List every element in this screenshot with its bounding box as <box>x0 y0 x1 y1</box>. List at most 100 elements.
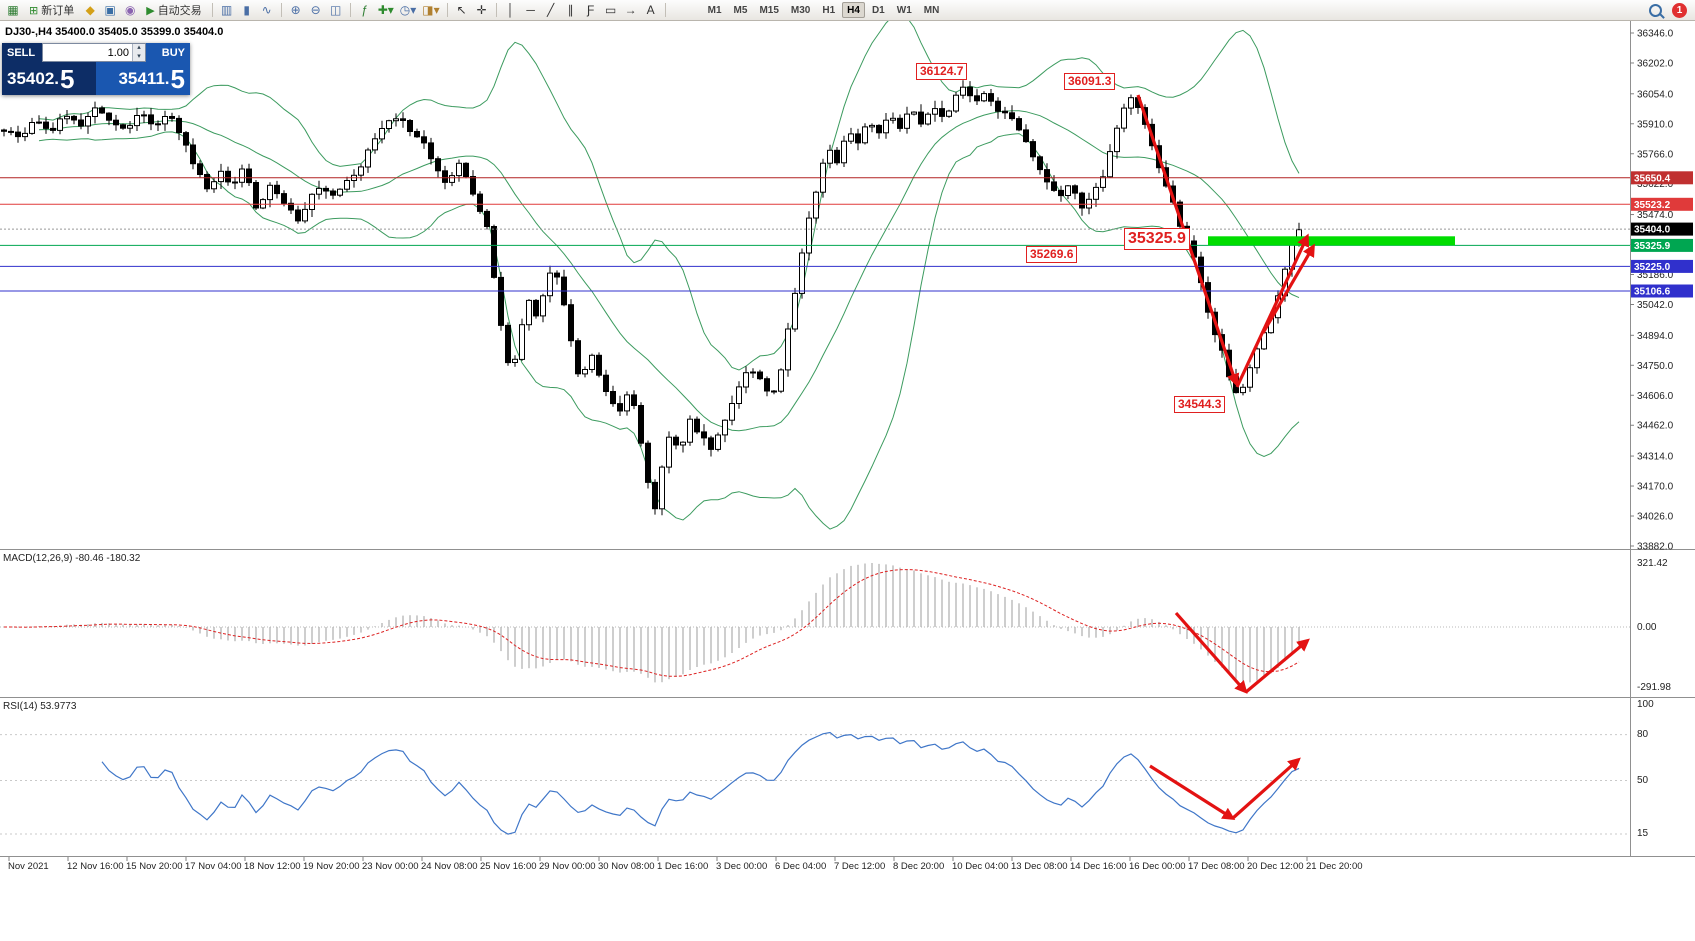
tile-windows-icon[interactable]: ◫ <box>330 3 342 17</box>
trend-arrow[interactable] <box>1174 611 1248 694</box>
timeframe-d1[interactable]: D1 <box>871 5 885 16</box>
buy-price-button[interactable]: 35411. 5 <box>96 62 190 95</box>
toolbar-sep <box>495 3 497 17</box>
time-tick-label: 19 Nov 20:00 <box>303 861 360 872</box>
trend-arrow[interactable] <box>1244 638 1310 694</box>
toolbar: ▦ ⊞ 新订单 ◆ ▣ ◉ ▶ 自动交易 ▥ ▮ ∿ ⊕ ⊖ ◫ ƒ ✚▾ ◷▾ ◨▾ ↖ ✛ │ ─ ╱ ∥ Ƒ ▭ → A M1 M5… <box>0 0 1695 21</box>
add-indicator-icon[interactable]: ✚▾ <box>377 3 394 17</box>
one-click-trading-panel: SELL ▴ ▾ BUY 35402.5 35411.5 <box>2 43 190 95</box>
new-chart-icon[interactable]: ▦ <box>7 3 19 17</box>
macd-histogram <box>10 563 1300 683</box>
price-tick-label: 34606.0 <box>1637 391 1674 402</box>
zoom-in-icon[interactable]: ⊕ <box>290 3 301 17</box>
price-tick-label: 34314.0 <box>1637 452 1674 463</box>
trend-arrow[interactable] <box>1149 764 1236 821</box>
trendline-icon[interactable]: ╱ <box>547 3 555 17</box>
timeframe-m5[interactable]: M5 <box>733 5 748 16</box>
price-badge-text: 35650.4 <box>1634 173 1671 184</box>
data-window-icon[interactable]: ◉ <box>124 3 136 17</box>
rsi-scale-label: 80 <box>1637 729 1649 740</box>
market-watch-icon[interactable]: ▣ <box>104 3 116 17</box>
timeframe-mn[interactable]: MN <box>923 5 940 16</box>
sell-price-big-digit: 5 <box>60 63 75 94</box>
bollinger-band <box>38 131 1300 530</box>
time-tick-label: 21 Dec 20:00 <box>1306 861 1363 872</box>
toolbar-sep <box>349 3 351 17</box>
price-badges: 35650.4 35523.2 35325.9 35225.0 35106.6 35404… <box>1631 171 1693 298</box>
rsi-scale-label: 50 <box>1637 775 1649 786</box>
macd-scale-label: 0.00 <box>1637 622 1657 633</box>
toolbar-sep <box>211 3 213 17</box>
trend-arrow[interactable] <box>1231 757 1301 820</box>
auto-trading-button[interactable]: ▶ 自动交易 <box>141 2 206 19</box>
zoom-out-icon[interactable]: ⊖ <box>310 3 321 17</box>
volume-down-button[interactable]: ▾ <box>133 52 145 61</box>
price-tick-label: 34750.0 <box>1637 361 1674 372</box>
timeframe-w1[interactable]: W1 <box>896 5 912 16</box>
time-tick-label: 13 Dec 08:00 <box>1011 861 1068 872</box>
line-chart-icon[interactable]: ∿ <box>261 3 272 17</box>
price-badge-text: 35325.9 <box>1634 241 1671 252</box>
horizontal-line-icon[interactable]: ─ <box>526 3 535 17</box>
sell-price-button[interactable]: 35402. 5 <box>2 62 96 95</box>
price-badge-text: 35225.0 <box>1634 262 1671 273</box>
price-tick-label: 35622.0 <box>1637 179 1674 190</box>
time-tick-label: 20 Dec 12:00 <box>1247 861 1304 872</box>
candlestick-chart-icon[interactable]: ▮ <box>243 3 250 17</box>
search-icon[interactable] <box>1649 3 1662 17</box>
time-tick-label: 14 Dec 16:00 <box>1070 861 1127 872</box>
price-tick-label: 35474.0 <box>1637 210 1674 221</box>
indicators-icon[interactable]: ƒ <box>361 3 369 17</box>
volume-spinner: ▴ ▾ <box>132 44 145 61</box>
fibonacci-icon[interactable]: Ƒ <box>586 3 595 17</box>
volume-input[interactable] <box>43 44 132 61</box>
price-tick-label: 36346.0 <box>1637 29 1674 40</box>
trend-arrow[interactable] <box>1261 243 1315 334</box>
time-tick-label: 10 Dec 04:00 <box>952 861 1009 872</box>
price-badge-text: 35523.2 <box>1634 200 1671 211</box>
chart-symbol-header: DJ30-,H4 35400.0 35405.0 35399.0 35404.0 <box>5 26 224 38</box>
bar-chart-icon[interactable]: ▥ <box>221 3 233 17</box>
time-axis: Nov 2021 12 Nov 16:00 15 Nov 20:00 17 Nov 0… <box>8 857 1363 872</box>
trend-arrow[interactable] <box>1235 233 1310 388</box>
timeframe-m30[interactable]: M30 <box>790 5 811 16</box>
cursor-icon[interactable]: ↖ <box>456 3 467 17</box>
new-order-button-text: 新订单 <box>41 5 75 17</box>
shapes-icon[interactable]: ▭ <box>604 3 617 17</box>
vertical-line-icon[interactable]: │ <box>506 3 515 17</box>
alerts-icon[interactable]: ◆ <box>85 3 95 17</box>
crosshair-icon[interactable]: ✛ <box>476 3 487 17</box>
toolbar-sep <box>280 3 282 17</box>
periods-icon[interactable]: ◷▾ <box>399 3 417 17</box>
support-zone-highlight[interactable] <box>1208 236 1455 246</box>
price-tick-label: 35042.0 <box>1637 300 1674 311</box>
timeframe-m1[interactable]: M1 <box>707 5 722 16</box>
templates-icon[interactable]: ◨▾ <box>422 3 440 17</box>
sell-label[interactable]: SELL <box>2 43 42 62</box>
toolbar-sep <box>446 3 448 17</box>
channel-icon[interactable]: ∥ <box>567 3 574 17</box>
time-tick-label: 23 Nov 00:00 <box>362 861 419 872</box>
arrow-tool-icon[interactable]: → <box>624 3 637 17</box>
price-pane <box>1 21 1302 530</box>
price-badge <box>1631 197 1693 211</box>
macd-scale-label: -291.98 <box>1637 682 1671 693</box>
trend-arrows[interactable] <box>1136 94 1315 821</box>
bollinger-band <box>38 110 1300 432</box>
volume-up-button[interactable]: ▴ <box>133 44 145 53</box>
macd-indicator-label: MACD(12,26,9) -80.46 -180.32 <box>3 553 141 564</box>
rsi-line <box>101 731 1300 835</box>
time-tick-label: 30 Nov 08:00 <box>598 861 655 872</box>
timeframe-h4[interactable]: H4 <box>842 2 865 18</box>
new-order-button[interactable]: ⊞ 新订单 <box>24 2 79 19</box>
price-tick-label: 35186.0 <box>1637 270 1674 281</box>
horizontal-level-lines[interactable] <box>0 177 1630 292</box>
time-tick-label: Nov 2021 <box>8 861 49 872</box>
price-tick-label: 35766.0 <box>1637 149 1674 160</box>
timeframe-h1[interactable]: H1 <box>822 5 836 16</box>
text-tool-icon[interactable]: A <box>646 3 655 17</box>
timeframe-m15[interactable]: M15 <box>759 5 779 16</box>
notification-badge[interactable]: 1 <box>1672 2 1687 18</box>
price-tick-label: 33882.0 <box>1637 542 1674 553</box>
buy-label[interactable]: BUY <box>146 43 190 62</box>
